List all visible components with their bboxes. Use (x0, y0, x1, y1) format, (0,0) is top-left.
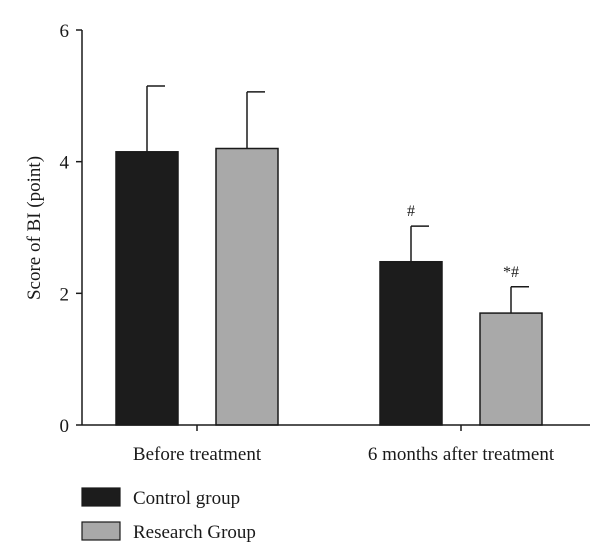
legend-swatch (81, 521, 121, 541)
x-category-label: 6 months after treatment (368, 444, 555, 465)
legend-swatch (81, 487, 121, 507)
significance-marker: *# (503, 264, 519, 281)
legend-label: Research Group (133, 522, 256, 543)
bar (115, 151, 179, 426)
bar (479, 312, 543, 426)
y-tick-label: 6 (60, 21, 70, 42)
annotations-layer: # *# (407, 203, 519, 281)
bar (215, 147, 279, 426)
bar (379, 260, 443, 426)
y-axis-title: Score of BI (point) (24, 156, 45, 300)
y-tick-label: 2 (60, 284, 70, 305)
x-category-label: Before treatment (133, 444, 262, 465)
bars-layer (115, 147, 543, 426)
axes-layer: 0 2 4 6 Before treatment 6 months after treat… (60, 21, 590, 465)
significance-marker: # (407, 203, 415, 220)
y-tick-label: 0 (60, 416, 70, 437)
error-bars-layer (146, 85, 529, 314)
y-tick-label: 4 (60, 153, 70, 174)
legend-label: Control group (133, 488, 240, 509)
legend: Control group Research Group (81, 487, 256, 543)
